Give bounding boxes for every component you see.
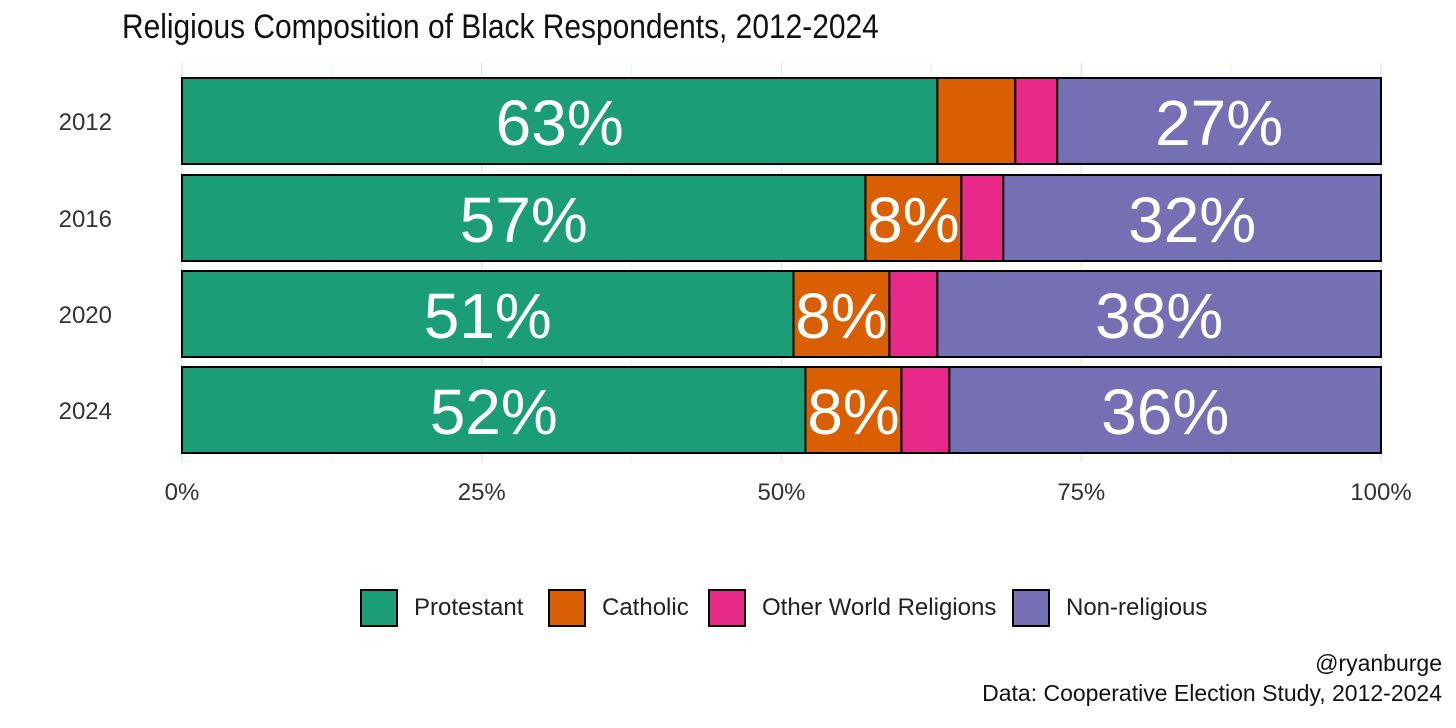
data-label: 51% [424, 280, 552, 352]
bar-catholic-2024 [804, 366, 903, 454]
y-tick-label: 2016 [59, 206, 112, 233]
x-tick-label: 50% [757, 479, 805, 506]
data-label: 27% [1155, 87, 1283, 159]
chart-title: Religious Composition of Black Responden… [122, 8, 879, 46]
legend-item-non-religious: Non-religious [1012, 586, 1207, 630]
x-tick-label: 75% [1057, 479, 1105, 506]
legend-swatch [360, 589, 398, 627]
data-label: 63% [496, 87, 624, 159]
data-label: 57% [460, 184, 588, 256]
data-label: 32% [1128, 184, 1256, 256]
x-tick-label: 0% [165, 479, 200, 506]
bar-non-religious-2024 [948, 366, 1382, 454]
legend-swatch [708, 589, 746, 627]
x-tick-label: 100% [1350, 479, 1411, 506]
legend-swatch [548, 589, 586, 627]
bar-non-religious-2020 [936, 270, 1382, 358]
author-credit: @ryanburge [1315, 650, 1442, 676]
bar-protestant-2016 [181, 174, 867, 262]
bar-catholic-2020 [792, 270, 891, 358]
bar-other-world-religions-2012 [1014, 77, 1059, 165]
bar-other-world-religions-2024 [900, 366, 951, 454]
bar-catholic-2012 [936, 77, 1017, 165]
y-tick-label: 2012 [59, 109, 112, 136]
legend-label: Other World Religions [762, 594, 997, 621]
y-tick-label: 2024 [59, 398, 112, 425]
data-label: 8% [795, 280, 888, 352]
bar-other-world-religions-2016 [960, 174, 1005, 262]
y-tick-label: 2020 [59, 302, 112, 329]
data-label: 36% [1101, 376, 1229, 448]
legend-label: Non-religious [1066, 594, 1208, 621]
legend-swatch [1012, 589, 1050, 627]
data-label: 52% [430, 376, 558, 448]
data-source: Data: Cooperative Election Study, 2012-2… [982, 680, 1442, 706]
legend: Protestant Catholic Other World Religions N… [0, 586, 1456, 630]
bar-catholic-2016 [864, 174, 963, 262]
data-label: 38% [1095, 280, 1223, 352]
legend-label: Protestant [414, 594, 524, 621]
legend-label: Catholic [602, 594, 689, 621]
bar-non-religious-2012 [1056, 77, 1383, 165]
legend-item-catholic: Catholic [548, 586, 689, 630]
x-tick-label: 25% [458, 479, 506, 506]
bar-other-world-religions-2020 [888, 270, 939, 358]
bar-protestant-2012 [181, 77, 939, 165]
legend-item-protestant: Protestant [360, 586, 523, 630]
data-label: 8% [807, 376, 900, 448]
bar-protestant-2020 [181, 270, 795, 358]
bar-non-religious-2016 [1002, 174, 1382, 262]
legend-item-other-world-religions: Other World Religions [708, 586, 996, 630]
data-label: 8% [867, 184, 960, 256]
